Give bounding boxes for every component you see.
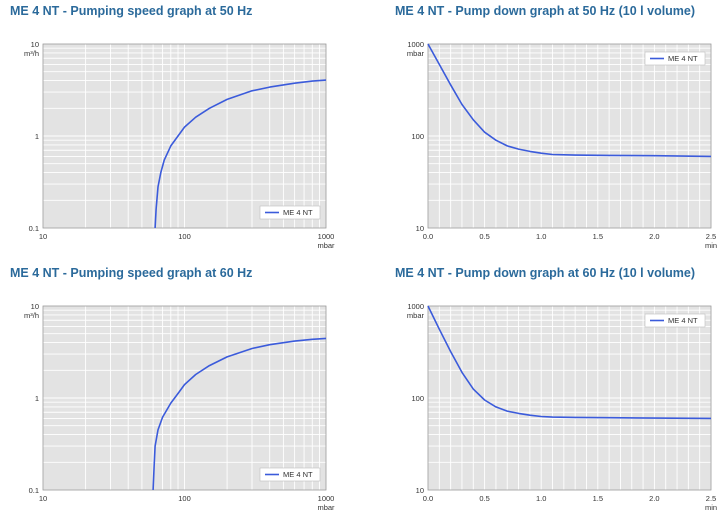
x-axis-label: mbar	[317, 503, 335, 512]
y-axis-label: m³/h	[24, 311, 39, 320]
x-tick-label: 10	[39, 232, 47, 241]
plot-border	[427, 305, 712, 491]
series-line	[427, 43, 712, 158]
x-tick-label: 1000	[318, 494, 335, 503]
grid	[42, 44, 326, 229]
legend-box	[259, 205, 321, 220]
x-tick-label: 0.5	[479, 494, 489, 503]
grid	[42, 306, 326, 491]
y-tick-label: 10	[31, 40, 39, 49]
y-axis-label: mbar	[407, 311, 425, 320]
x-tick-label: 1.5	[593, 494, 603, 503]
chart-title: ME 4 NT - Pumping speed graph at 60 Hz	[10, 266, 253, 280]
x-tick-label: 1.0	[536, 494, 546, 503]
x-tick-label: 0.0	[423, 232, 433, 241]
chart-panel-speed-50hz: ME 4 NT - Pumping speed graph at 50 Hz 1…	[10, 4, 350, 266]
y-tick-label: 10	[416, 224, 424, 233]
plot-border	[42, 43, 327, 229]
legend-label: ME 4 NT	[668, 54, 698, 63]
y-tick-label: 10	[31, 302, 39, 311]
legend-label: ME 4 NT	[283, 208, 313, 217]
x-tick-label: 1.5	[593, 232, 603, 241]
x-axis-label: min	[705, 241, 717, 250]
chart-svg: 0.0 0.5 1.0 1.5 2.0 2.5 10 100 1000 min mbar ME 4 N…	[407, 302, 717, 512]
legend-box	[644, 313, 706, 328]
y-axis-label: m³/h	[24, 49, 39, 58]
series-line	[427, 305, 712, 420]
legend-box	[259, 467, 321, 482]
x-tick-label: 100	[178, 232, 191, 241]
chart-panel-pumpdown-60hz: ME 4 NT - Pump down graph at 60 Hz (10 l…	[395, 266, 727, 528]
chart-svg: 10 100 1000 0.1 1 10 mbar m³/h ME 4 NT	[24, 302, 335, 512]
chart-panel-pumpdown-50hz: ME 4 NT - Pump down graph at 50 Hz (10 l…	[395, 4, 727, 266]
y-tick-label: 10	[416, 486, 424, 495]
y-tick-label: 1	[35, 394, 39, 403]
x-tick-label: 2.5	[706, 232, 716, 241]
y-tick-label: 100	[411, 132, 424, 141]
x-tick-label: 0.0	[423, 494, 433, 503]
x-axis-label: min	[705, 503, 717, 512]
plot-border	[427, 43, 712, 229]
y-tick-label: 0.1	[29, 486, 39, 495]
y-tick-label: 0.1	[29, 224, 39, 233]
x-tick-label: 10	[39, 494, 47, 503]
x-tick-label: 1.0	[536, 232, 546, 241]
x-tick-label: 2.5	[706, 494, 716, 503]
grid	[427, 44, 712, 229]
grid	[427, 306, 712, 491]
chart-title: ME 4 NT - Pumping speed graph at 50 Hz	[10, 4, 253, 18]
y-tick-label: 100	[411, 394, 424, 403]
y-axis-label: mbar	[407, 49, 425, 58]
y-tick-label: 1	[35, 132, 39, 141]
x-axis-label: mbar	[317, 241, 335, 250]
chart-title: ME 4 NT - Pump down graph at 60 Hz (10 l…	[395, 266, 696, 280]
legend: ME 4 NT	[259, 205, 321, 220]
plot-border	[42, 305, 327, 491]
legend: ME 4 NT	[644, 51, 706, 66]
legend: ME 4 NT	[259, 467, 321, 482]
x-tick-label: 100	[178, 494, 191, 503]
series-line	[154, 79, 327, 229]
chart-svg: 10 100 1000 0.1 1 10 mbar m³/h ME 4 NT	[24, 40, 335, 250]
x-tick-label: 1000	[318, 232, 335, 241]
legend-label: ME 4 NT	[668, 316, 698, 325]
y-tick-label: 1000	[407, 40, 424, 49]
series-line	[152, 337, 327, 491]
chart-title: ME 4 NT - Pump down graph at 50 Hz (10 l…	[395, 4, 696, 18]
x-tick-label: 2.0	[649, 494, 659, 503]
x-tick-label: 2.0	[649, 232, 659, 241]
x-tick-label: 0.5	[479, 232, 489, 241]
chart-panel-speed-60hz: ME 4 NT - Pumping speed graph at 60 Hz 1…	[10, 266, 350, 528]
legend: ME 4 NT	[644, 313, 706, 328]
chart-svg: 0.0 0.5 1.0 1.5 2.0 2.5 10 100 1000 min mbar ME 4 N…	[407, 40, 717, 250]
legend-label: ME 4 NT	[283, 470, 313, 479]
legend-box	[644, 51, 706, 66]
y-tick-label: 1000	[407, 302, 424, 311]
